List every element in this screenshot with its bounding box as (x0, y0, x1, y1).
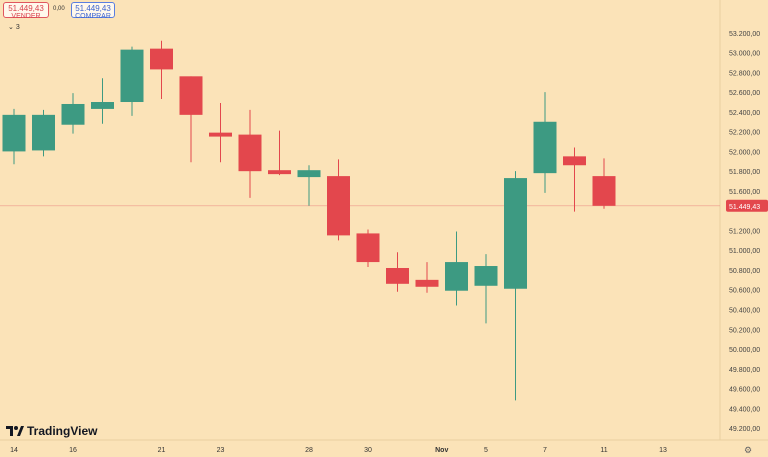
y-tick-label: 51.800,00 (729, 169, 760, 176)
x-tick-label: 21 (158, 447, 166, 454)
y-tick-label: 50.600,00 (729, 288, 760, 295)
x-tick-label: 28 (305, 447, 313, 454)
candle-body[interactable] (327, 176, 350, 236)
candle-body[interactable] (2, 114, 26, 152)
buy-label: COMPRAR (75, 13, 111, 20)
y-tick-label: 52.800,00 (729, 70, 760, 77)
candle-body[interactable] (563, 156, 586, 166)
sell-button[interactable]: 51.449,43 VENDER (3, 2, 49, 20)
y-tick-label: 53.000,00 (729, 51, 760, 58)
y-tick-label: 49.200,00 (729, 426, 760, 433)
y-tick-label: 52.000,00 (729, 149, 760, 156)
y-tick-label: 49.400,00 (729, 406, 760, 413)
y-tick-label: 50.200,00 (729, 327, 760, 334)
sell-label: VENDER (11, 13, 41, 20)
candle-body[interactable] (209, 132, 232, 137)
y-tick-label: 51.000,00 (729, 248, 760, 255)
candle-body[interactable] (268, 170, 291, 175)
y-tick-label: 53.200,00 (729, 31, 760, 38)
candle-body[interactable] (445, 262, 468, 291)
y-tick-label: 50.400,00 (729, 307, 760, 314)
candle-body[interactable] (61, 103, 85, 125)
y-tick-label: 52.200,00 (729, 130, 760, 137)
y-tick-label: 50.000,00 (729, 347, 760, 354)
logo-text: TradingView (27, 424, 98, 438)
x-tick-label: 16 (69, 447, 77, 454)
tradingview-logo[interactable]: TradingView (6, 424, 97, 438)
gear-icon[interactable]: ⚙ (744, 445, 753, 455)
current-price-label: 51.449,43 (729, 204, 760, 211)
chevron-down-icon: ⌄ (8, 24, 14, 31)
current-price-badge (726, 199, 768, 212)
candle-body[interactable] (297, 170, 321, 178)
candle-body[interactable] (238, 134, 262, 172)
y-tick-label: 51.600,00 (729, 189, 760, 196)
x-tick-label: 5 (484, 447, 488, 454)
sell-price: 51.449,43 (8, 4, 44, 13)
buy-price: 51.449,43 (75, 4, 111, 13)
y-tick-label: 49.800,00 (729, 367, 760, 374)
indicator-count: 3 (15, 24, 20, 31)
y-tick-label: 49.600,00 (729, 387, 760, 394)
candle-body[interactable] (533, 121, 557, 174)
candle-body[interactable] (504, 178, 527, 289)
candle-body[interactable] (150, 48, 173, 70)
candle-body[interactable] (474, 266, 498, 286)
buy-button[interactable]: 51.449,43 COMPRAR (71, 2, 115, 20)
y-tick-label: 50.800,00 (729, 268, 760, 275)
spread-value: 0,00 (53, 6, 65, 12)
x-tick-label: 7 (543, 447, 547, 454)
y-tick-label: 51.200,00 (729, 228, 760, 235)
x-tick-label: 14 (10, 447, 18, 454)
candle-body[interactable] (91, 102, 114, 109)
x-tick-label: Nov (435, 447, 448, 454)
tradingview-logo-icon (6, 426, 24, 436)
candle-body[interactable] (386, 267, 409, 284)
indicator-toggle[interactable]: ⌄ 3 (8, 23, 20, 31)
candle-body[interactable] (356, 233, 380, 263)
y-tick-label: 52.600,00 (729, 90, 760, 97)
candle-body[interactable] (120, 49, 144, 103)
x-tick-label: 13 (659, 447, 667, 454)
x-tick-label: 23 (217, 447, 225, 454)
x-tick-label: 11 (600, 447, 607, 454)
y-tick-label: 52.400,00 (729, 110, 760, 117)
candle-body[interactable] (179, 76, 203, 115)
candle-body[interactable] (592, 176, 616, 206)
candle-body[interactable] (32, 114, 55, 151)
candle-body[interactable] (415, 279, 439, 287)
x-tick-label: 30 (364, 447, 372, 454)
